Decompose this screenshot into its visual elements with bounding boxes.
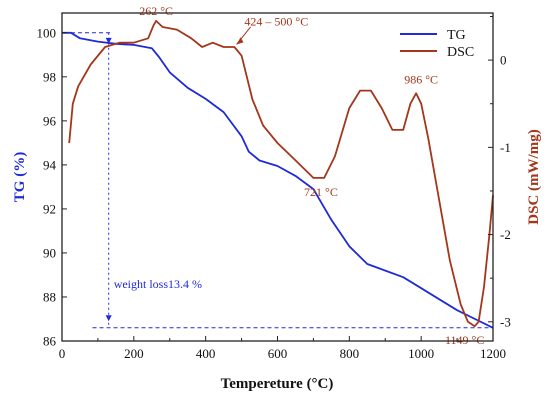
left-tick-label: 90 [43, 245, 56, 260]
annotation-label: 721 °C [304, 185, 338, 199]
annotation-label: 262 °C [139, 4, 173, 18]
left-tick-label: 92 [43, 201, 56, 216]
left-tick-label: 94 [43, 157, 57, 172]
x-tick-label: 0 [59, 346, 66, 361]
left-axis-label: TG (%) [12, 152, 28, 202]
annotation-arrow-head [236, 37, 244, 45]
weight-loss-arrow-top [105, 37, 112, 44]
left-tick-label: 100 [37, 25, 57, 40]
left-axis-ticks: 86 88 90 92 94 96 98 100 [37, 25, 67, 349]
annotation-layer: 262 °C 424 – 500 °C 721 °C 986 °C 1149 °C wei… [70, 4, 493, 347]
annotation-label: 424 – 500 °C [244, 15, 308, 29]
right-tick-label: 0 [500, 53, 507, 68]
annotation-label: 986 °C [404, 72, 438, 86]
annotation-label: 1149 °C [445, 333, 484, 347]
right-axis-ticks: -3 -2 -1 0 [488, 15, 511, 329]
series-layer [62, 19, 494, 329]
right-tick-label: -3 [500, 314, 511, 329]
x-tick-label: 1200 [480, 346, 506, 361]
left-tick-label: 88 [43, 289, 56, 304]
x-tick-label: 600 [268, 346, 288, 361]
annotation-label: weight loss13.4 % [114, 277, 202, 291]
right-tick-label: -1 [500, 140, 511, 155]
weight-loss-arrow-bottom [105, 315, 112, 322]
right-tick-label: -2 [500, 227, 511, 242]
series-line-tg [62, 31, 494, 329]
x-tick-label: 200 [124, 346, 144, 361]
x-axis-label: Tempereture (°C) [221, 376, 334, 392]
legend-tg-label: TG [447, 28, 466, 43]
left-tick-label: 96 [43, 113, 57, 128]
legend: TG DSC [400, 28, 474, 60]
series-line-dsc [68, 19, 494, 328]
left-tick-label: 98 [43, 69, 56, 84]
left-tick-label: 86 [43, 334, 57, 349]
x-tick-label: 1000 [408, 346, 434, 361]
x-tick-label: 400 [196, 346, 216, 361]
legend-dsc-label: DSC [447, 45, 474, 60]
right-axis-label: DSC (mW/mg) [526, 129, 542, 224]
x-tick-label: 800 [340, 346, 360, 361]
x-axis-ticks: 0 200 400 600 800 1000 1200 [59, 336, 506, 361]
